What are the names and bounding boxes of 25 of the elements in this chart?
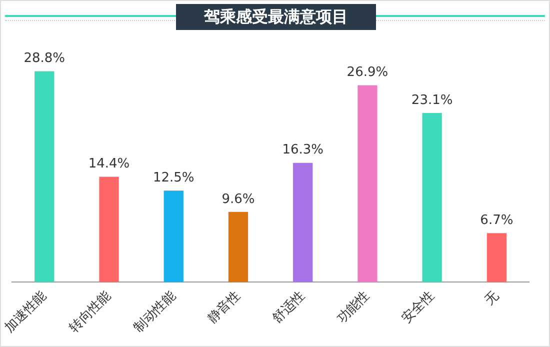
bar bbox=[228, 212, 248, 282]
bar bbox=[34, 71, 54, 282]
data-label: 16.3% bbox=[282, 142, 324, 158]
chart-title: 驾乘感受最满意项目 bbox=[176, 4, 376, 30]
data-label: 23.1% bbox=[411, 92, 453, 108]
x-tick-label: 无 bbox=[482, 288, 502, 308]
bar bbox=[358, 85, 378, 282]
bar bbox=[293, 162, 313, 282]
bar bbox=[486, 233, 507, 282]
data-label: 9.6% bbox=[222, 192, 255, 207]
data-label: 6.7% bbox=[480, 213, 514, 228]
x-tick-label: 舒适性 bbox=[270, 288, 308, 327]
x-tick-label: 静音性 bbox=[205, 288, 244, 327]
x-tick-label: 安全性 bbox=[398, 288, 438, 327]
x-tick-label: 制动性能 bbox=[131, 288, 179, 336]
data-label: 12.5% bbox=[152, 170, 194, 186]
data-label: 26.9% bbox=[346, 65, 388, 80]
x-tick-label: 功能性 bbox=[334, 288, 373, 327]
x-tick-label: 转向性能 bbox=[66, 288, 114, 336]
bar bbox=[164, 190, 184, 282]
x-tick-label: 加速性能 bbox=[2, 288, 50, 336]
bar bbox=[99, 176, 119, 282]
bar bbox=[422, 113, 442, 282]
data-label: 14.4% bbox=[88, 156, 130, 172]
data-label: 28.8% bbox=[24, 51, 66, 66]
